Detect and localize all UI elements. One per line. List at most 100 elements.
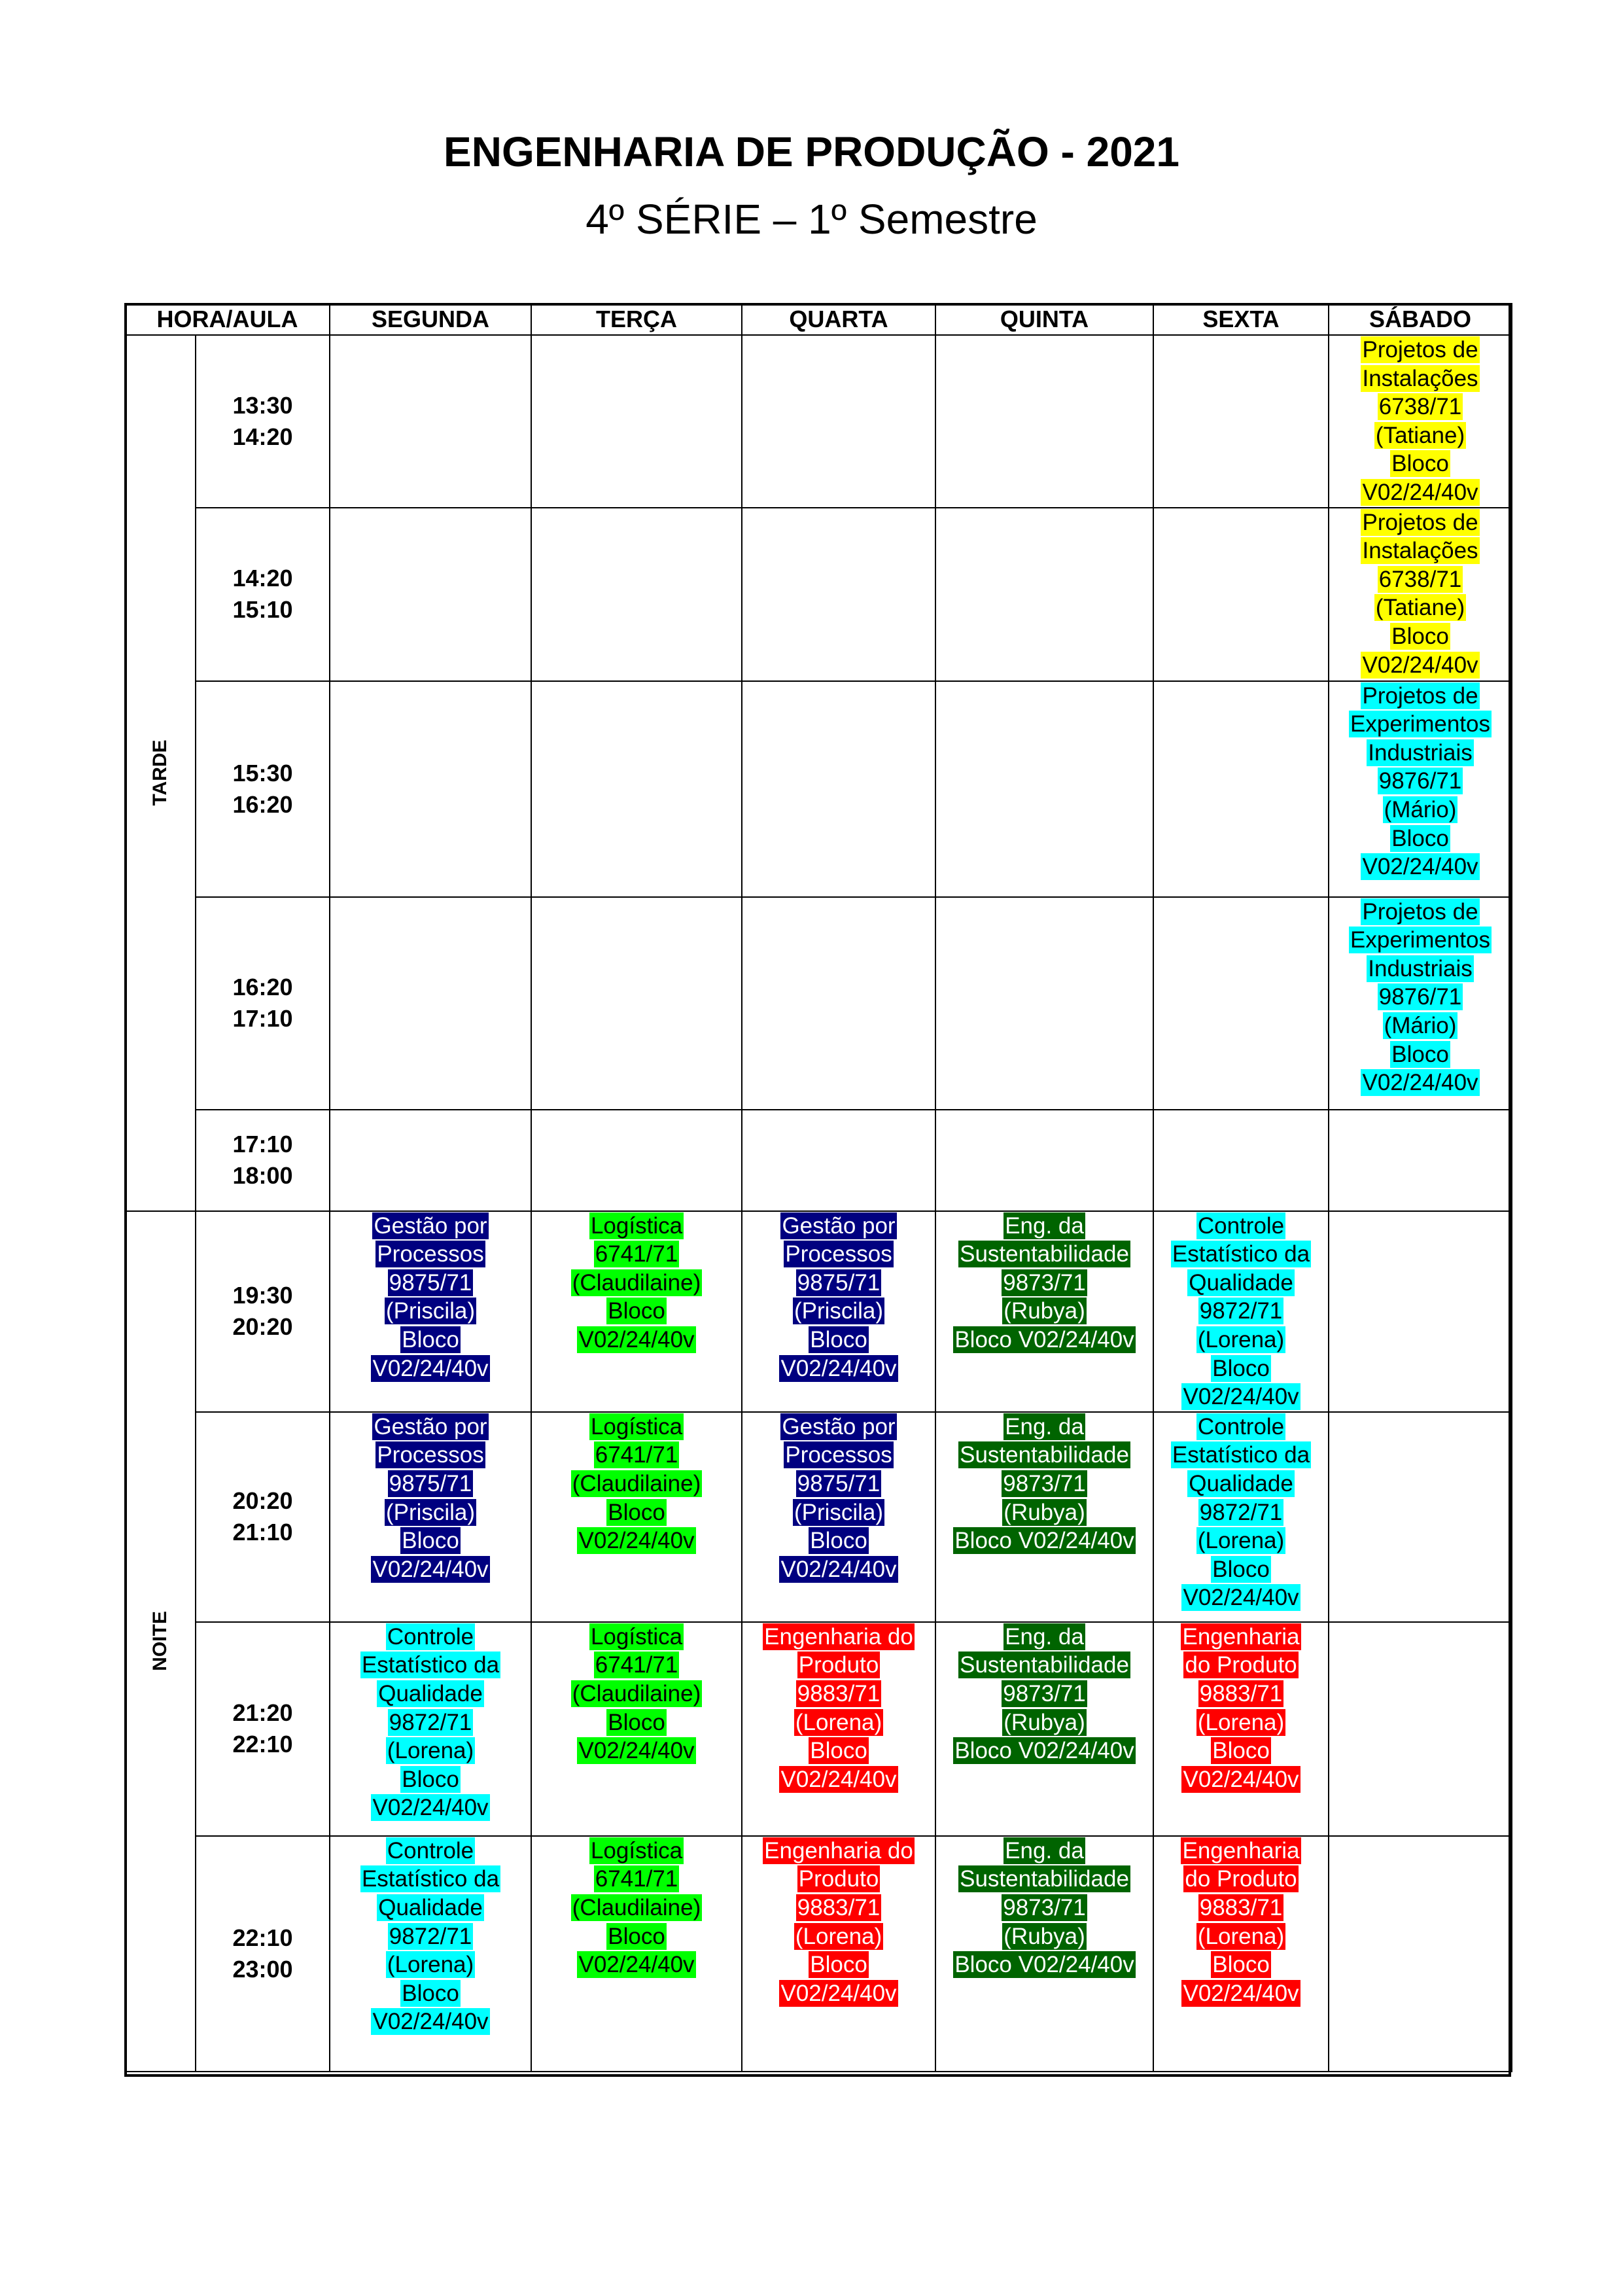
class-line: (Lorena) xyxy=(794,1708,884,1736)
class-line: Industriais xyxy=(1367,739,1474,766)
time-slot: 14:20 15:10 xyxy=(194,506,331,682)
header-terca: TERÇA xyxy=(531,303,743,336)
class-line: Industriais xyxy=(1367,955,1474,982)
class-cell-quinta xyxy=(935,334,1155,508)
class-cell-quinta xyxy=(935,1108,1155,1212)
class-cell-quinta xyxy=(935,506,1155,682)
time-end: 20:20 xyxy=(232,1313,293,1341)
time-slot: 19:30 20:20 xyxy=(194,1210,331,1413)
class-line: Engenharia xyxy=(1181,1623,1301,1650)
class-line: (Tatiane) xyxy=(1374,594,1467,622)
class-cell-terca: Logística 6741/71 (Claudilaine) Bloco V02/24… xyxy=(531,1411,743,1623)
class-line: 6738/71 xyxy=(1377,393,1463,421)
class-line: Logística xyxy=(589,1212,684,1239)
class-line: Bloco V02/24/40v xyxy=(953,1951,1136,1979)
class-cell-sabado xyxy=(1328,1108,1513,1212)
class-line: Bloco xyxy=(1390,450,1450,478)
class-line: (Claudilaine) xyxy=(570,1680,703,1707)
class-line: (Lorena) xyxy=(385,1737,476,1765)
class-cell-sabado xyxy=(1328,1411,1513,1623)
table-row: 20:20 21:10 Gestão por Processos 9875/71 (Pri… xyxy=(125,1411,1513,1623)
class-cell-segunda xyxy=(329,334,532,508)
class-line: V02/24/40v xyxy=(1361,478,1480,506)
class-line: 6738/71 xyxy=(1377,565,1463,593)
class-line: Experimentos xyxy=(1349,927,1492,954)
class-line: 9873/71 xyxy=(1002,1680,1087,1707)
class-line: V02/24/40v xyxy=(1181,1383,1300,1411)
class-line: 6741/71 xyxy=(593,1651,680,1679)
class-line: Sustentabilidade xyxy=(958,1241,1130,1268)
class-line: Gestão por xyxy=(780,1212,897,1239)
page-title: ENGENHARIA DE PRODUÇÃO - 2021 xyxy=(444,128,1179,175)
class-line: V02/24/40v xyxy=(577,1737,696,1765)
time-end: 15:10 xyxy=(232,596,293,624)
class-line: (Mário) xyxy=(1382,796,1458,823)
class-line: Bloco xyxy=(606,1922,667,1950)
class-line: Bloco xyxy=(809,1737,869,1765)
class-line: (Lorena) xyxy=(1196,1527,1286,1555)
class-cell-terca: Logística 6741/71 (Claudilaine) Bloco V02/24… xyxy=(531,1621,743,1837)
time-start: 22:10 xyxy=(232,1924,293,1951)
class-line: 9876/71 xyxy=(1377,768,1463,795)
class-line: 6741/71 xyxy=(593,1865,680,1893)
class-line: Bloco xyxy=(606,1298,667,1325)
class-line: Bloco xyxy=(606,1498,667,1526)
class-cell-quinta: Eng. da Sustentabilidade 9873/71 (Rubya) Blo… xyxy=(935,1210,1155,1413)
class-cell-segunda: Controle Estatístico da Qualidade 9872/71 (L… xyxy=(329,1835,532,2072)
class-line: (Lorena) xyxy=(1196,1922,1286,1950)
class-line: Qualidade xyxy=(377,1680,484,1707)
class-cell-sexta: Engenharia do Produto 9883/71 (Lorena) Bloco… xyxy=(1153,1835,1330,2072)
class-line: (Rubya) xyxy=(1002,1922,1087,1950)
class-line: V02/24/40v xyxy=(1361,853,1480,881)
class-line: Gestão por xyxy=(372,1413,489,1440)
class-cell-sexta: Controle Estatístico da Qualidade 9872/71 (L… xyxy=(1153,1210,1330,1413)
class-line: Processos xyxy=(784,1241,894,1268)
time-start: 16:20 xyxy=(232,974,293,1001)
class-line: V02/24/40v xyxy=(577,1326,696,1353)
class-line: Projetos de xyxy=(1361,336,1480,363)
class-line: V02/24/40v xyxy=(371,1794,490,1822)
class-line: Eng. da xyxy=(1003,1623,1085,1650)
class-line: 6741/71 xyxy=(593,1441,680,1469)
class-cell-segunda: Controle Estatístico da Qualidade 9872/71 (L… xyxy=(329,1621,532,1837)
class-cell-quinta: Eng. da Sustentabilidade 9873/71 (Rubya) Blo… xyxy=(935,1411,1155,1623)
class-line: Experimentos xyxy=(1349,711,1492,738)
class-line: Estatístico da xyxy=(1170,1441,1312,1469)
class-line: Bloco xyxy=(1211,1951,1271,1979)
page-subtitle: 4º SÉRIE – 1º Semestre xyxy=(585,196,1038,243)
class-line: (Rubya) xyxy=(1002,1498,1087,1526)
period-label: TARDE xyxy=(149,739,171,806)
class-line: Bloco xyxy=(1390,622,1450,650)
class-line: (Rubya) xyxy=(1002,1298,1087,1325)
class-line: (Claudilaine) xyxy=(570,1470,703,1497)
class-cell-segunda: Gestão por Processos 9875/71 (Priscila) Bloc… xyxy=(329,1411,532,1623)
class-line: (Claudilaine) xyxy=(570,1269,703,1296)
class-line: (Tatiane) xyxy=(1374,421,1467,449)
class-line: Sustentabilidade xyxy=(958,1441,1130,1469)
schedule-table: HORA/AULA SEGUNDA TERÇA QUARTA QUINTA SE… xyxy=(124,303,1513,2072)
table-row: 22:10 23:00 Controle Estatístico da Qualidad… xyxy=(125,1835,1513,2072)
time-end: 22:10 xyxy=(232,1731,293,1758)
class-cell-quarta: Gestão por Processos 9875/71 (Priscila) Bloc… xyxy=(741,1210,937,1413)
class-line: do Produto xyxy=(1183,1651,1299,1679)
class-cell-sexta xyxy=(1153,506,1330,682)
class-cell-segunda xyxy=(329,896,532,1110)
class-cell-sabado xyxy=(1328,1210,1513,1413)
class-line: 9872/71 xyxy=(387,1708,474,1736)
class-line: Engenharia do xyxy=(763,1837,915,1864)
time-start: 19:30 xyxy=(232,1282,293,1309)
class-line: Bloco xyxy=(809,1951,869,1979)
class-line: 9883/71 xyxy=(795,1680,882,1707)
time-start: 14:20 xyxy=(232,565,293,592)
class-cell-sabado xyxy=(1328,1835,1513,2072)
class-line: (Lorena) xyxy=(794,1922,884,1950)
class-line: Qualidade xyxy=(1187,1269,1295,1296)
class-line: Bloco xyxy=(809,1527,869,1555)
class-line: Controle xyxy=(1196,1413,1286,1440)
class-line: Controle xyxy=(1196,1212,1286,1239)
class-line: Bloco xyxy=(1211,1354,1271,1382)
period-label: NOITE xyxy=(149,1611,171,1671)
class-line: Processos xyxy=(375,1241,485,1268)
class-line: 9883/71 xyxy=(1198,1680,1284,1707)
class-cell-segunda xyxy=(329,506,532,682)
